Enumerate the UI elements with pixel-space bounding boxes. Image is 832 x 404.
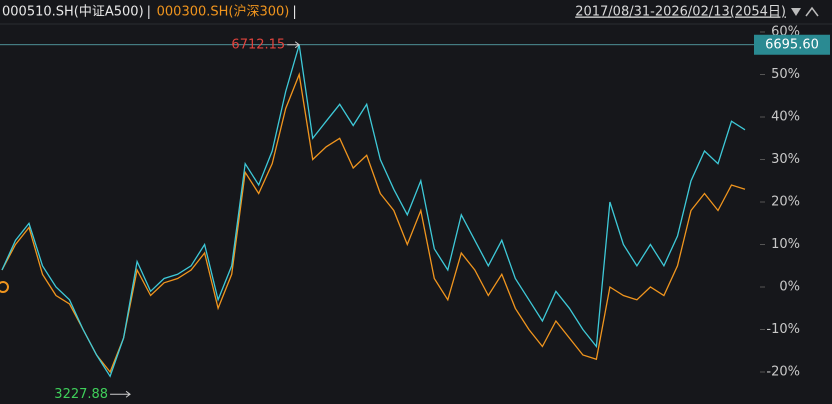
min-label: 3227.88	[54, 387, 108, 402]
y-tick-label: 10%	[771, 237, 800, 252]
y-tick-label: 20%	[771, 195, 800, 210]
separator: |	[292, 5, 296, 20]
date-range[interactable]: 2017/08/31-2026/02/13(2054日)	[575, 5, 786, 20]
last-price-label: 6695.60	[765, 37, 819, 52]
series-line	[1, 44, 746, 378]
min-arrow	[110, 390, 131, 398]
y-tick-label: 0%	[779, 280, 800, 295]
y-tick-label: -20%	[766, 365, 800, 380]
max-arrow	[287, 41, 301, 49]
legend-csi300: 000300.SH(沪深300)	[157, 4, 290, 20]
start-marker	[0, 281, 9, 293]
y-tick-label: -10%	[766, 322, 800, 337]
dropdown-arrow[interactable]	[791, 8, 801, 16]
last-price-box	[754, 34, 830, 55]
y-tick-label: 50%	[771, 67, 800, 82]
y-tick-label: 30%	[771, 152, 800, 167]
legend-a500: 000510.SH(中证A500)	[2, 5, 144, 20]
collapse-arrow[interactable]	[805, 6, 819, 17]
max-label: 6712.15	[231, 37, 285, 52]
y-tick-label: 40%	[771, 110, 800, 125]
separator: |	[147, 5, 151, 20]
